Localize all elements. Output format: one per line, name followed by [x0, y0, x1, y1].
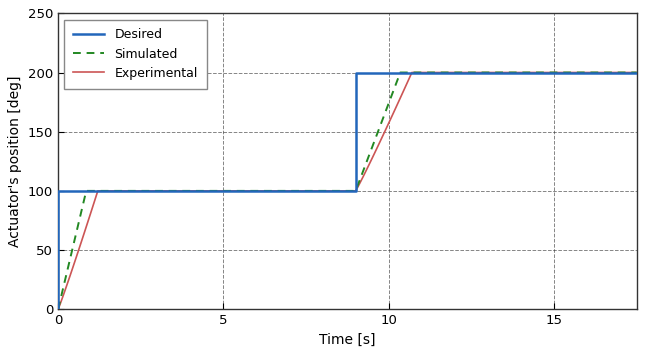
Y-axis label: Actuator's position [deg]: Actuator's position [deg]	[8, 76, 23, 247]
X-axis label: Time [s]: Time [s]	[319, 333, 375, 347]
Legend: Desired, Simulated, Experimental: Desired, Simulated, Experimental	[64, 20, 206, 89]
